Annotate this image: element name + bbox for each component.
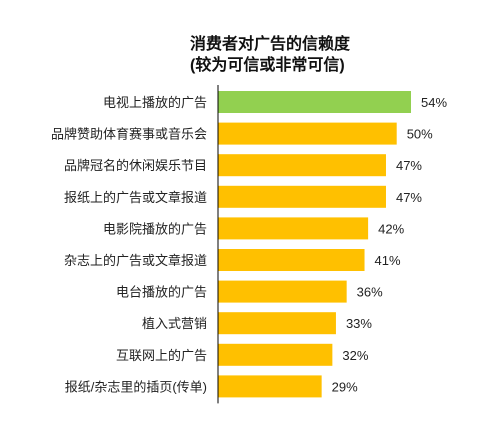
value-label-1: 54% [421, 95, 447, 110]
bar-7 [218, 280, 347, 303]
value-label-6: 41% [375, 253, 401, 268]
category-label-9: 互联网上的广告 [116, 348, 207, 363]
chart-title: 消费者对广告的信赖度 [190, 36, 351, 53]
chart-subtitle: (较为可信或非常可信) [190, 57, 345, 74]
value-label-7: 36% [357, 285, 383, 300]
category-label-10: 报纸/杂志里的插页(传单) [65, 379, 207, 394]
category-label-2: 品牌赞助体育赛事或音乐会 [51, 127, 207, 142]
bar-9 [218, 343, 333, 366]
bar-3 [218, 154, 386, 177]
category-label-3: 品牌冠名的休闲娱乐节目 [64, 158, 207, 173]
category-label-6: 杂志上的广告或文章报道 [64, 253, 207, 268]
bar-2 [218, 122, 397, 145]
bar-5 [218, 217, 369, 240]
value-label-8: 33% [346, 316, 372, 331]
bar-1 [218, 91, 411, 113]
category-label-4: 报纸上的广告或文章报道 [64, 190, 207, 205]
value-label-10: 29% [332, 379, 358, 394]
category-label-5: 电影院播放的广告 [103, 221, 207, 236]
bar-8 [218, 312, 336, 335]
category-label-7: 电台播放的广告 [116, 285, 207, 300]
value-label-2: 50% [407, 127, 433, 142]
bar-4 [218, 185, 386, 208]
bar-6 [218, 249, 365, 271]
value-label-4: 47% [396, 190, 422, 205]
value-label-3: 47% [396, 158, 422, 173]
value-label-5: 42% [378, 221, 404, 236]
bar-10 [218, 375, 322, 398]
value-label-9: 32% [342, 348, 368, 363]
category-label-8: 植入式营销 [142, 316, 207, 331]
category-label-1: 电视上播放的广告 [103, 95, 207, 110]
